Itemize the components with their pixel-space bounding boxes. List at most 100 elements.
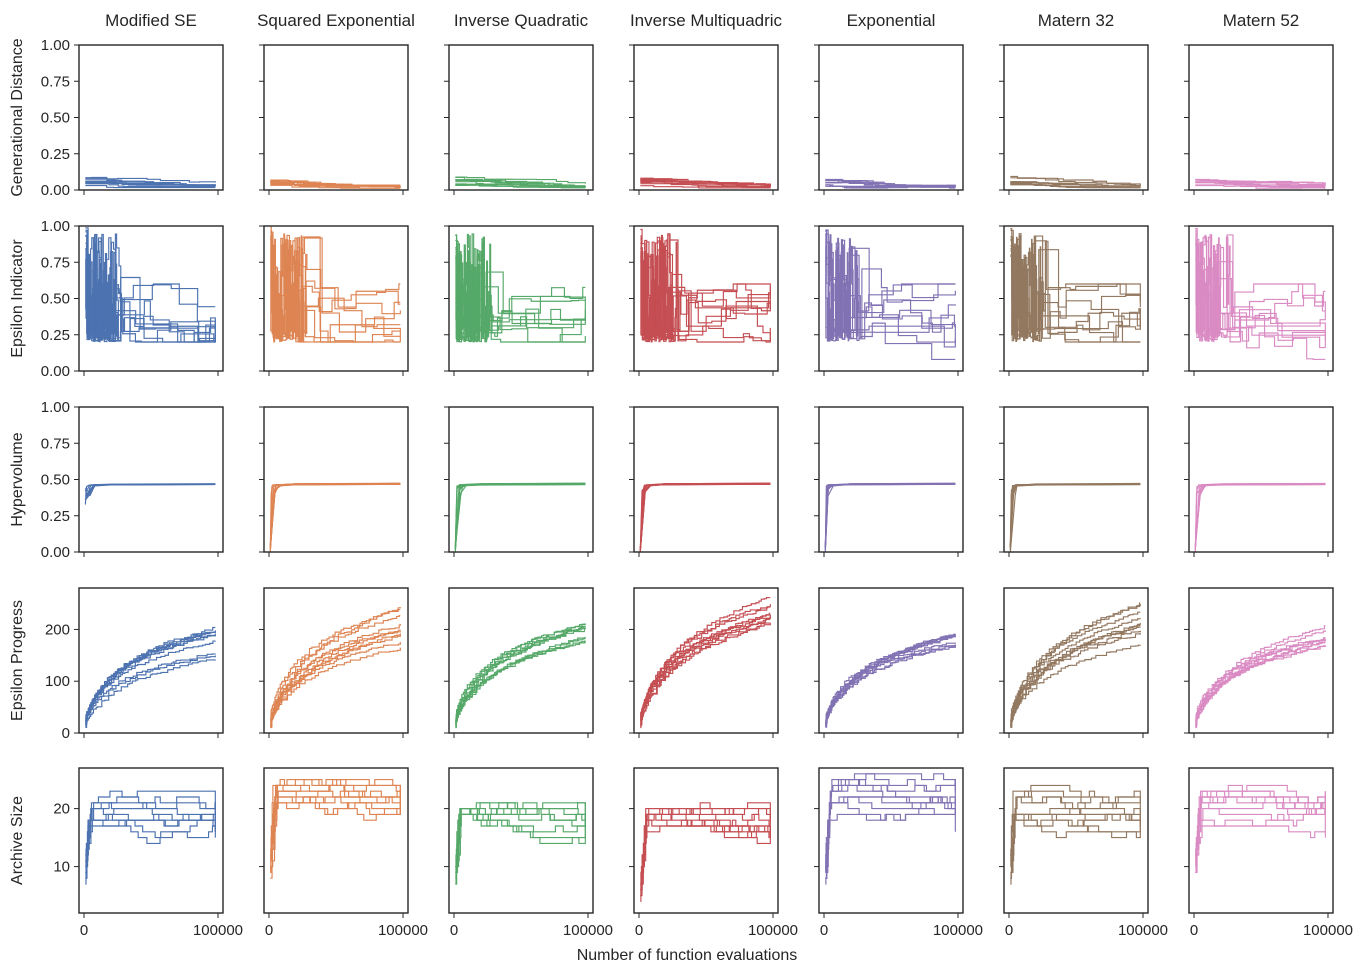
series-line-generational-distance-inverse-quadratic-8 <box>455 176 586 184</box>
series-line-epsilon-progress-inverse-quadratic-8 <box>455 626 586 727</box>
series-line-epsilon-progress-modified-se-6 <box>85 630 216 729</box>
series-line-archive-size-exponential-5 <box>825 796 956 885</box>
series-line-archive-size-inverse-quadratic-6 <box>455 808 586 868</box>
x-tick-label: 0 <box>1005 922 1013 939</box>
series-line-hypervolume-exponential-5 <box>824 483 956 550</box>
series-line-hypervolume-inverse-multiquadric-10 <box>639 483 771 552</box>
series-line-hypervolume-matern-52-9 <box>1194 483 1326 549</box>
series-line-epsilon-indicator-inverse-multiquadric-7 <box>640 234 771 343</box>
series-line-archive-size-inverse-multiquadric-7 <box>640 819 771 891</box>
panel-archive-size-matern-52: 0 100000 <box>1184 767 1353 939</box>
series-line-generational-distance-matern-52-8 <box>1195 184 1326 189</box>
x-tick-label: 0 <box>450 922 458 939</box>
y-tick-label: 1.00 <box>41 218 70 235</box>
series-line-epsilon-progress-matern-32-6 <box>1010 602 1141 728</box>
series-line-epsilon-indicator-exponential-10 <box>825 230 956 342</box>
series-line-epsilon-progress-squared-exponential-9 <box>270 614 401 728</box>
panel-epsilon-indicator-exponential <box>814 225 964 376</box>
panel-epsilon-indicator-matern-52 <box>1184 225 1334 376</box>
series-line-archive-size-exponential-10 <box>825 773 956 879</box>
series-line-generational-distance-matern-32-9 <box>1010 183 1141 188</box>
y-tick-label: 0.50 <box>41 291 70 308</box>
series-line-hypervolume-inverse-multiquadric-7 <box>639 482 771 550</box>
column-titles: Modified SE Squared Exponential Inverse Qu… <box>105 11 1299 30</box>
series-line-epsilon-progress-matern-32-10 <box>1010 624 1141 728</box>
panel-archive-size-inverse-quadratic: 0 100000 <box>444 767 613 939</box>
y-tick-label: 0.75 <box>41 73 70 90</box>
series-line-hypervolume-modified-se-1 <box>84 483 216 496</box>
series-line-hypervolume-modified-se-10 <box>84 483 216 497</box>
series-line-hypervolume-inverse-multiquadric-5 <box>639 483 771 552</box>
y-tick-label: 0.25 <box>41 508 70 525</box>
series-line-epsilon-progress-squared-exponential-3 <box>270 647 401 728</box>
series-line-hypervolume-exponential-3 <box>824 482 956 548</box>
series-line-hypervolume-exponential-6 <box>824 483 956 552</box>
series-line-hypervolume-inverse-quadratic-4 <box>454 482 586 546</box>
panel-frame <box>818 767 964 914</box>
x-tick-label: 100000 <box>1118 922 1168 939</box>
series-line-epsilon-indicator-inverse-multiquadric-8 <box>640 250 771 343</box>
series-line-epsilon-progress-modified-se-3 <box>85 659 216 727</box>
series-line-archive-size-modified-se-4 <box>85 819 216 873</box>
panel-epsilon-indicator-inverse-quadratic <box>444 225 594 376</box>
panel-generational-distance-modified-se: 0.00 0.25 0.50 0.75 1.00 <box>41 37 224 199</box>
y-tick-label: 0.25 <box>41 327 70 344</box>
series-line-hypervolume-inverse-multiquadric-4 <box>639 483 771 551</box>
series-line-hypervolume-inverse-quadratic-9 <box>454 483 586 552</box>
row-label-generational-distance: Generational Distance <box>9 38 26 196</box>
series-line-archive-size-matern-32-10 <box>1010 819 1141 862</box>
series-line-epsilon-progress-modified-se-2 <box>85 655 216 725</box>
x-tick-label: 0 <box>80 922 88 939</box>
series-line-epsilon-indicator-matern-52-10 <box>1195 260 1326 348</box>
panel-frame <box>448 44 594 191</box>
series-line-generational-distance-matern-52-10 <box>1195 182 1326 186</box>
panel-frame <box>263 587 409 734</box>
series-line-generational-distance-modified-se-5 <box>85 176 216 183</box>
panels: 0.00 0.25 0.50 0.75 1.00 0.00 0.25 0.50 0.75 1.00… <box>41 37 1353 939</box>
series-line-hypervolume-squared-exponential-5 <box>269 483 401 548</box>
y-tick-label: 0.00 <box>41 182 70 199</box>
panel-generational-distance-squared-exponential <box>259 44 409 195</box>
panel-frame <box>1003 406 1149 553</box>
panel-frame <box>1003 767 1149 914</box>
series-line-epsilon-progress-exponential-8 <box>825 644 956 723</box>
series-line-archive-size-exponential-6 <box>825 779 956 879</box>
row-label-hypervolume: Hypervolume <box>9 432 26 526</box>
series-line-archive-size-exponential-8 <box>825 796 956 879</box>
series-line-archive-size-modified-se-9 <box>85 819 216 862</box>
series-line-generational-distance-squared-exponential-3 <box>270 183 401 189</box>
panel-generational-distance-inverse-quadratic <box>444 44 594 195</box>
series-line-hypervolume-inverse-multiquadric-2 <box>639 483 771 551</box>
panel-frame <box>1188 44 1334 191</box>
series-line-generational-distance-modified-se-9 <box>85 185 216 189</box>
panel-archive-size-matern-32: 0 100000 <box>999 767 1168 939</box>
series-line-generational-distance-inverse-multiquadric-6 <box>640 185 771 189</box>
panel-hypervolume-inverse-multiquadric <box>629 406 779 557</box>
series-line-epsilon-progress-inverse-quadratic-6 <box>455 627 586 722</box>
series-line-hypervolume-inverse-quadratic-7 <box>454 483 586 549</box>
panel-frame <box>1003 587 1149 734</box>
series-line-archive-size-inverse-quadratic-10 <box>455 808 586 885</box>
series-line-epsilon-progress-squared-exponential-10 <box>270 609 401 721</box>
panel-generational-distance-matern-32 <box>999 44 1149 195</box>
panel-generational-distance-matern-52 <box>1184 44 1334 195</box>
series-line-hypervolume-matern-52-1 <box>1194 482 1326 551</box>
series-line-hypervolume-exponential-2 <box>824 483 956 546</box>
series-line-archive-size-matern-52-10 <box>1195 791 1326 873</box>
series-line-hypervolume-matern-32-1 <box>1009 483 1141 548</box>
panel-frame <box>448 587 594 734</box>
series-line-epsilon-progress-matern-32-9 <box>1010 618 1141 722</box>
series-line-hypervolume-matern-32-9 <box>1009 483 1141 546</box>
x-tick-label: 100000 <box>748 922 798 939</box>
series-line-hypervolume-matern-52-5 <box>1194 482 1326 552</box>
panel-hypervolume-matern-52 <box>1184 406 1334 557</box>
series-line-hypervolume-squared-exponential-3 <box>269 482 401 546</box>
series-line-archive-size-squared-exponential-8 <box>270 779 401 873</box>
y-tick-label: 0.75 <box>41 254 70 271</box>
x-tick-label: 100000 <box>378 922 428 939</box>
panel-frame <box>1188 406 1334 553</box>
series-line-hypervolume-matern-32-4 <box>1009 483 1141 551</box>
series-line-hypervolume-matern-52-10 <box>1194 483 1326 549</box>
series-line-archive-size-exponential-2 <box>825 813 956 873</box>
series-line-archive-size-inverse-quadratic-8 <box>455 802 586 873</box>
